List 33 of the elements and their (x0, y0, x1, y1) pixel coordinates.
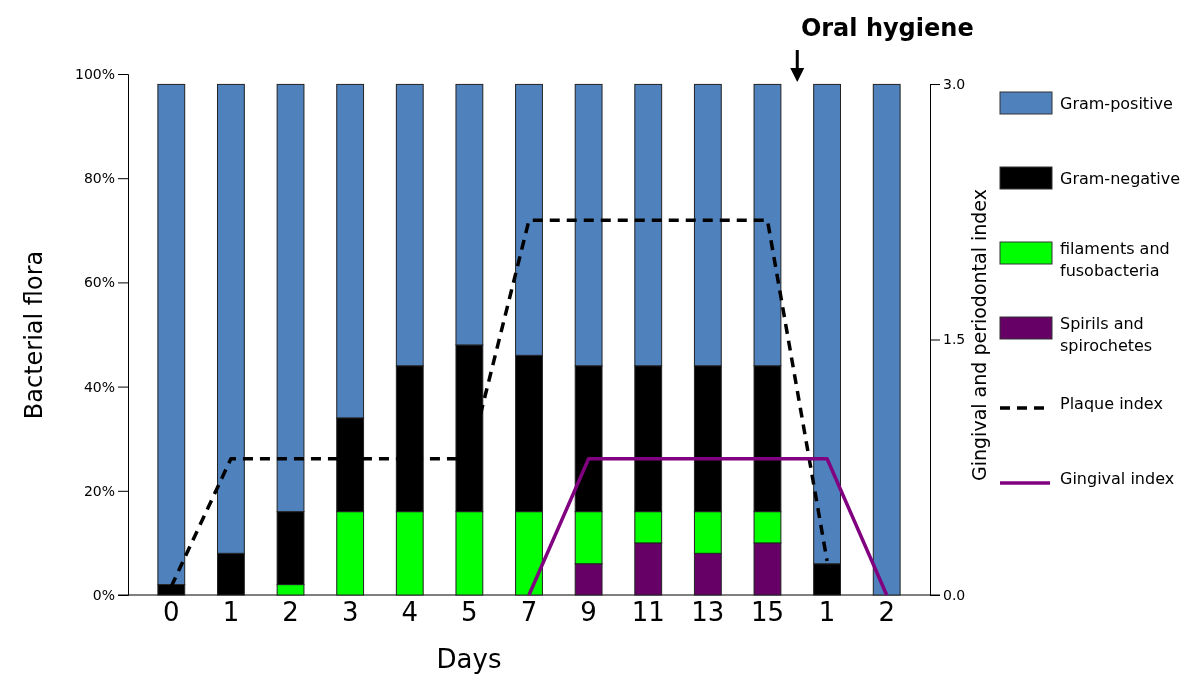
x-tick-label: 1 (818, 597, 836, 628)
x-tick-label: 3 (341, 597, 359, 628)
x-tick-label: 9 (580, 597, 597, 628)
y2-tick-label: 1.5 (943, 331, 966, 348)
x-tick-label: 13 (691, 597, 725, 628)
x-tick-label: 7 (520, 597, 538, 628)
x-tick-label: 15 (750, 597, 785, 628)
y-tick-label: 100% (74, 65, 115, 82)
x-tick-label: 4 (401, 597, 419, 628)
x-tick-label: 1 (222, 597, 240, 628)
bar (872, 83, 901, 596)
x-tick-label: 2 (878, 597, 895, 628)
y-tick-label: 0% (92, 586, 115, 603)
x-tick-label: 0 (163, 597, 180, 628)
x-tick-label: 11 (631, 597, 665, 628)
y-tick-label: 80% (83, 170, 115, 187)
text: Oral hygiene (800, 14, 974, 42)
y-axis-title: Bacterial flora (20, 250, 48, 420)
y-tick-label: 60% (83, 274, 115, 291)
x-axis-title: Days (436, 644, 502, 674)
legend-label: Spirils and spirochetes (1060, 314, 1153, 355)
y2-axis-title: Gingival and periodontal index (968, 189, 990, 481)
x-tick-label: 2 (282, 597, 299, 628)
legend-label: filaments and fusobacteria (1060, 239, 1170, 280)
x-tick-label: 5 (461, 597, 478, 628)
legend-label: Gram-positive (1060, 94, 1173, 113)
y-tick-label: 40% (83, 378, 115, 395)
legend-label: Plaque index (1060, 394, 1163, 413)
legend-label: Gingival index (1060, 469, 1175, 488)
y-tick-label: 20% (83, 482, 115, 499)
y2-tick-label: 0.0 (943, 586, 966, 603)
legend-label: Gram-negative (1060, 169, 1181, 188)
y2-tick-label: 3.0 (943, 75, 966, 92)
